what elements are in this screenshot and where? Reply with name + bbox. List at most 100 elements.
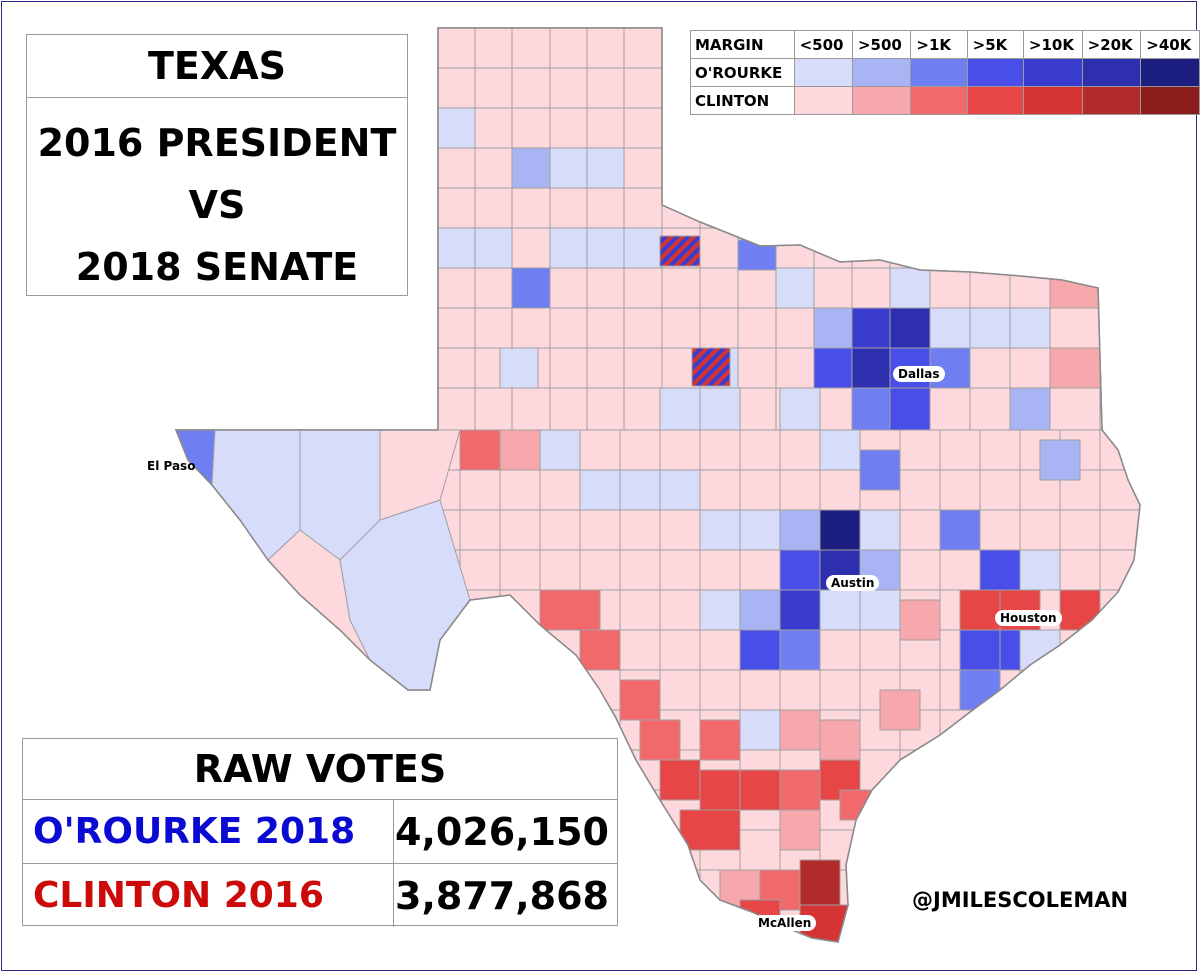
texas-border — [174, 27, 1141, 943]
county — [619, 589, 661, 631]
county — [699, 549, 741, 591]
title-line-3: 2018 SENATE — [75, 245, 359, 289]
county — [899, 429, 941, 471]
county — [679, 809, 741, 851]
county — [1099, 789, 1140, 831]
county — [499, 429, 541, 471]
county — [851, 227, 891, 269]
county — [779, 769, 821, 811]
county — [739, 469, 781, 511]
legend-clinton-row: CLINTON — [690, 86, 1200, 115]
city-label-austin: Austin — [826, 575, 880, 591]
legend-threshold: <500 — [793, 30, 853, 59]
county — [549, 147, 588, 189]
county — [459, 629, 501, 671]
county — [623, 147, 663, 189]
county — [739, 549, 781, 591]
county — [699, 429, 741, 471]
county — [775, 307, 815, 349]
county — [474, 67, 513, 109]
county — [474, 267, 513, 309]
county — [579, 629, 621, 671]
county — [511, 387, 551, 431]
county — [899, 549, 941, 591]
county — [586, 347, 625, 389]
county — [859, 869, 901, 911]
county — [623, 267, 663, 309]
county — [939, 749, 981, 791]
county — [699, 589, 741, 631]
county — [1059, 749, 1101, 791]
legend-orourke-label: O'ROURKE — [690, 58, 795, 87]
county — [659, 869, 701, 911]
county — [979, 789, 1021, 831]
county — [459, 429, 501, 471]
county — [699, 227, 739, 269]
county — [586, 107, 625, 149]
county — [511, 147, 551, 189]
county — [511, 187, 551, 229]
county — [699, 187, 739, 229]
county — [1099, 829, 1140, 871]
county — [1099, 629, 1140, 671]
county — [579, 509, 621, 551]
county — [539, 669, 581, 711]
county — [819, 509, 861, 551]
county — [659, 759, 701, 801]
county — [549, 107, 588, 149]
county — [549, 347, 588, 389]
county — [474, 387, 513, 431]
county — [899, 469, 941, 511]
county-split — [691, 347, 731, 387]
legend-clinton-label: CLINTON — [690, 86, 795, 115]
county — [1049, 347, 1101, 389]
legend-orourke-row: O'ROURKE — [690, 58, 1200, 87]
county — [586, 28, 625, 69]
county — [619, 869, 661, 911]
county — [511, 307, 551, 349]
county — [623, 347, 663, 389]
city-label-el-paso: El Paso — [147, 459, 196, 473]
county — [1059, 549, 1101, 591]
legend-threshold: >5K — [966, 30, 1024, 59]
city-label-houston: Houston — [995, 610, 1062, 626]
county — [851, 307, 891, 349]
county — [1019, 789, 1061, 831]
legend-swatch — [793, 58, 853, 87]
county — [1009, 387, 1051, 431]
county — [474, 147, 513, 189]
county — [1059, 829, 1101, 871]
county — [659, 429, 701, 471]
raw-votes-candidate: CLINTON 2016 — [23, 864, 394, 927]
county — [1059, 709, 1101, 751]
county — [813, 307, 853, 349]
county — [623, 107, 663, 149]
county — [549, 307, 588, 349]
county — [979, 509, 1021, 551]
county — [699, 669, 741, 711]
county — [939, 789, 981, 831]
county — [1049, 307, 1101, 349]
county — [969, 347, 1011, 389]
county — [1059, 789, 1101, 831]
county — [474, 307, 513, 349]
county — [659, 589, 701, 631]
county — [623, 227, 663, 269]
county — [739, 509, 781, 551]
county — [499, 669, 541, 711]
county — [1019, 829, 1061, 871]
county — [579, 549, 621, 591]
county — [1019, 549, 1061, 591]
county — [499, 549, 541, 591]
county — [539, 509, 581, 551]
county — [1059, 589, 1101, 631]
county — [1049, 227, 1101, 269]
county — [699, 387, 741, 431]
county — [659, 669, 701, 711]
legend-swatch — [1140, 86, 1200, 115]
county — [549, 267, 588, 309]
county — [929, 307, 971, 349]
title-box: TEXAS 2016 PRESIDENT VS 2018 SENATE — [26, 34, 408, 296]
county — [779, 669, 821, 711]
county — [939, 549, 981, 591]
